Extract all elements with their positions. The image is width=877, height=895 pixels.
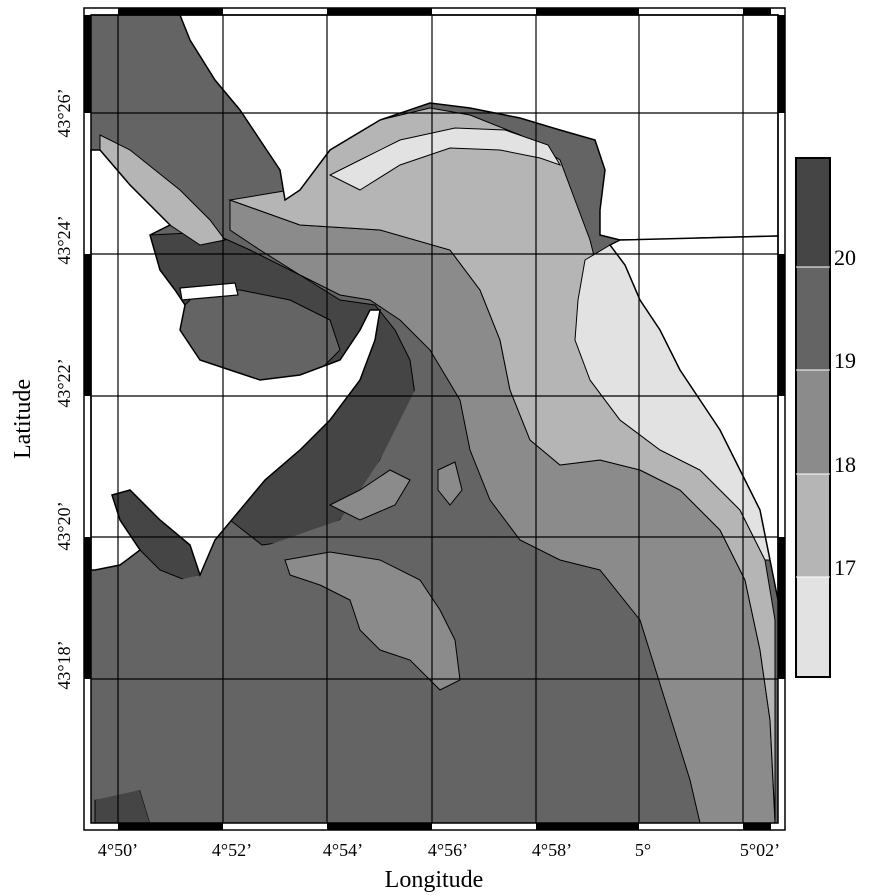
y-axis-title: Latitude <box>10 379 36 459</box>
depth-zone-18-b <box>284 551 461 691</box>
lon-tick-label: 5°02’ <box>740 840 780 860</box>
scale-label: 18 <box>834 452 856 477</box>
scale-swatch-18 <box>796 370 830 474</box>
lon-tick-label: 4°54’ <box>323 840 363 860</box>
lon-tick-label: 5° <box>635 840 651 860</box>
scale-label: 17 <box>834 555 856 580</box>
lon-tick-label: 4°52’ <box>212 840 252 860</box>
lat-tick-label: 43°18’ <box>54 640 74 689</box>
x-axis-title: Longitude <box>385 867 484 893</box>
lat-tick-label: 43°24’ <box>54 215 74 264</box>
scale-swatch-20 <box>796 158 830 267</box>
longitude-labels: 4°50’ 4°52’ 4°54’ 4°56’ 4°58’ 5° 5°02’ <box>98 840 780 860</box>
graticule <box>91 15 778 823</box>
land-west <box>90 149 381 578</box>
lon-tick-label: 4°50’ <box>98 840 138 860</box>
scale-swatch-17 <box>796 474 830 577</box>
scale-label: 19 <box>834 348 856 373</box>
land-east-coast <box>608 235 779 601</box>
scale-swatch-19 <box>796 267 830 370</box>
color-scale-legend: 20 19 18 17 <box>795 157 856 678</box>
lat-tick-label: 43°20’ <box>54 501 74 550</box>
map-frame <box>83 7 786 831</box>
depth-zone-18-d <box>437 461 463 506</box>
latitude-labels: 43°26’ 43°24’ 43°22’ 43°20’ 43°18’ <box>54 88 74 689</box>
depth-zone-18-c <box>328 469 411 521</box>
scale-swatch-below-17 <box>796 577 830 677</box>
scale-label: 20 <box>834 245 856 270</box>
lat-tick-label: 43°22’ <box>54 358 74 407</box>
lat-tick-label: 43°26’ <box>54 88 74 137</box>
lon-tick-label: 4°58’ <box>532 840 572 860</box>
depth-zone-shallow <box>328 127 562 191</box>
lon-tick-label: 4°56’ <box>428 840 468 860</box>
